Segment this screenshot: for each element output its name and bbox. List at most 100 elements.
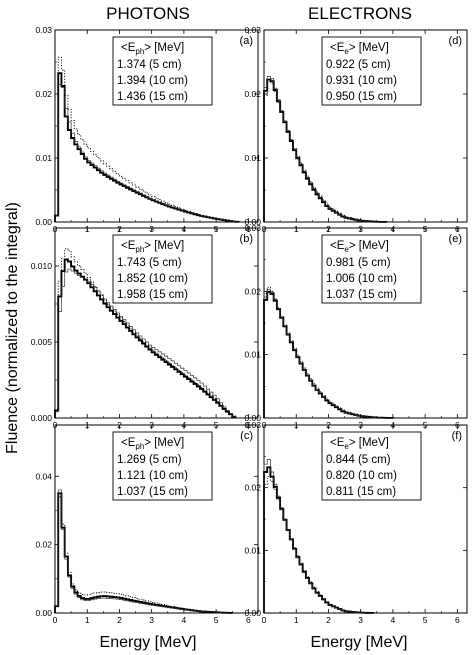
legend-box — [112, 234, 213, 304]
series-line-thin — [263, 459, 374, 614]
y-tick-label: 0.04 — [35, 471, 52, 481]
x-tick-label: 6 — [246, 615, 251, 625]
panel-letter: (e) — [449, 233, 462, 245]
legend-header: <Ee> [MeV] — [330, 42, 389, 56]
legend-entry: 1.743 (5 cm) — [117, 257, 182, 269]
legend-header-unit: > [MeV] — [349, 240, 389, 252]
legend-entry: 1.037 (15 cm) — [117, 486, 188, 498]
legend-entry: 1.852 (10 cm) — [117, 273, 188, 285]
x-tick-label: 5 — [214, 615, 219, 625]
x-tick-label: 2 — [326, 615, 331, 625]
legend-header-subscript: ph — [135, 442, 144, 451]
legend-header-subscript: ph — [135, 245, 144, 254]
legend-entry: 1.958 (15 cm) — [117, 289, 188, 301]
series-line-thick — [54, 492, 234, 614]
x-tick-label: 3 — [358, 615, 363, 625]
legend-header: <Eph> [MeV] — [121, 42, 184, 56]
y-tick-label: 0.02 — [35, 89, 52, 99]
panel-letter: (b) — [240, 233, 253, 245]
series-line-dotted — [54, 248, 236, 418]
series-line-dotted — [54, 56, 240, 223]
y-tick-label: 0.01 — [244, 153, 261, 163]
legend-entry: 0.820 (10 cm) — [326, 470, 397, 482]
legend-box — [321, 431, 422, 501]
series-line-thin — [54, 489, 233, 614]
legend-header-unit: > [MeV] — [349, 437, 389, 449]
series-line-dotted — [54, 496, 233, 614]
y-tick-label: 0.01 — [35, 153, 52, 163]
y-tick-label: 0.03 — [35, 25, 52, 35]
y-tick-label: 0.03 — [244, 420, 261, 430]
legend-header-subscript: ph — [135, 47, 144, 56]
y-tick-label: 0.000 — [31, 413, 53, 423]
legend-header: <Ee> [MeV] — [330, 240, 389, 254]
legend-header-unit: > [MeV] — [144, 42, 184, 54]
legend-entry: 0.811 (15 cm) — [326, 486, 396, 498]
y-tick-label: 0.010 — [31, 261, 53, 271]
x-tick-label: 0 — [53, 615, 58, 625]
legend-entry: 0.931 (10 cm) — [326, 75, 397, 87]
x-tick-label: 3 — [149, 615, 154, 625]
y-tick-label: 0.02 — [244, 89, 261, 99]
legend-entry: 1.394 (10 cm) — [117, 75, 188, 87]
legend-box — [321, 36, 422, 106]
legend-header-prefix: <E — [330, 437, 345, 449]
legend-entry: 1.436 (15 cm) — [117, 91, 188, 103]
legend-header-unit: > [MeV] — [144, 437, 184, 449]
legend-header: <Eph> [MeV] — [121, 437, 184, 451]
y-tick-label: 0.01 — [244, 350, 261, 360]
panel-letter: (c) — [240, 430, 253, 442]
x-tick-label: 2 — [117, 615, 122, 625]
x-tick-label: 0 — [262, 615, 267, 625]
y-tick-label: 0.005 — [31, 337, 53, 347]
legend-entry: 0.981 (5 cm) — [326, 257, 391, 269]
legend-header-prefix: <E — [121, 42, 136, 54]
legend-entry: 0.844 (5 cm) — [326, 454, 391, 466]
x-axis-label-electrons: Energy [MeV] — [311, 634, 408, 651]
y-tick-label: 0.00 — [35, 608, 52, 618]
legend-entry: 0.950 (15 cm) — [326, 91, 397, 103]
plot-frame — [54, 227, 259, 419]
y-tick-label: 0.00 — [244, 608, 261, 618]
panel-letter: (a) — [240, 35, 253, 47]
x-tick-label: 1 — [85, 615, 90, 625]
legend-header-prefix: <E — [330, 240, 345, 252]
panel-letter: (f) — [452, 430, 462, 442]
legend-entry: 1.006 (10 cm) — [326, 273, 397, 285]
legend-header-unit: > [MeV] — [144, 240, 184, 252]
legend-header-prefix: <E — [121, 240, 136, 252]
y-tick-label: 0.03 — [244, 223, 261, 233]
x-axis-label-photons: Energy [MeV] — [100, 634, 197, 651]
y-tick-label: 0.02 — [244, 286, 261, 296]
legend-header-subscript: e — [344, 245, 349, 254]
legend-entry: 1.121 (10 cm) — [117, 470, 188, 482]
series-line-dotted — [263, 286, 394, 419]
legend-header: <Eph> [MeV] — [121, 240, 184, 254]
y-tick-label: 0.01 — [244, 545, 261, 555]
series-line-dotted — [263, 81, 387, 223]
y-tick-label: 0.02 — [244, 483, 261, 493]
y-tick-label: 0.00 — [35, 217, 52, 227]
x-tick-label: 6 — [455, 615, 460, 625]
series-line-thick — [263, 291, 394, 419]
series-line-thin — [263, 289, 394, 419]
legend-box — [112, 36, 213, 106]
legend-box — [112, 431, 213, 501]
plot-frame — [54, 424, 259, 614]
legend-entry: 0.922 (5 cm) — [326, 59, 391, 71]
y-tick-label: 0.03 — [244, 25, 261, 35]
x-tick-label: 4 — [391, 615, 396, 625]
y-tick-label: 0.00 — [244, 217, 261, 227]
legend-entry: 1.374 (5 cm) — [117, 59, 182, 71]
x-tick-label: 1 — [294, 615, 299, 625]
x-tick-label: 4 — [182, 615, 187, 625]
y-axis-label: Fluence (normalized to the integral) — [4, 202, 21, 454]
legend-header: <Ee> [MeV] — [330, 437, 389, 451]
legend-entry: 1.037 (15 cm) — [326, 289, 397, 301]
